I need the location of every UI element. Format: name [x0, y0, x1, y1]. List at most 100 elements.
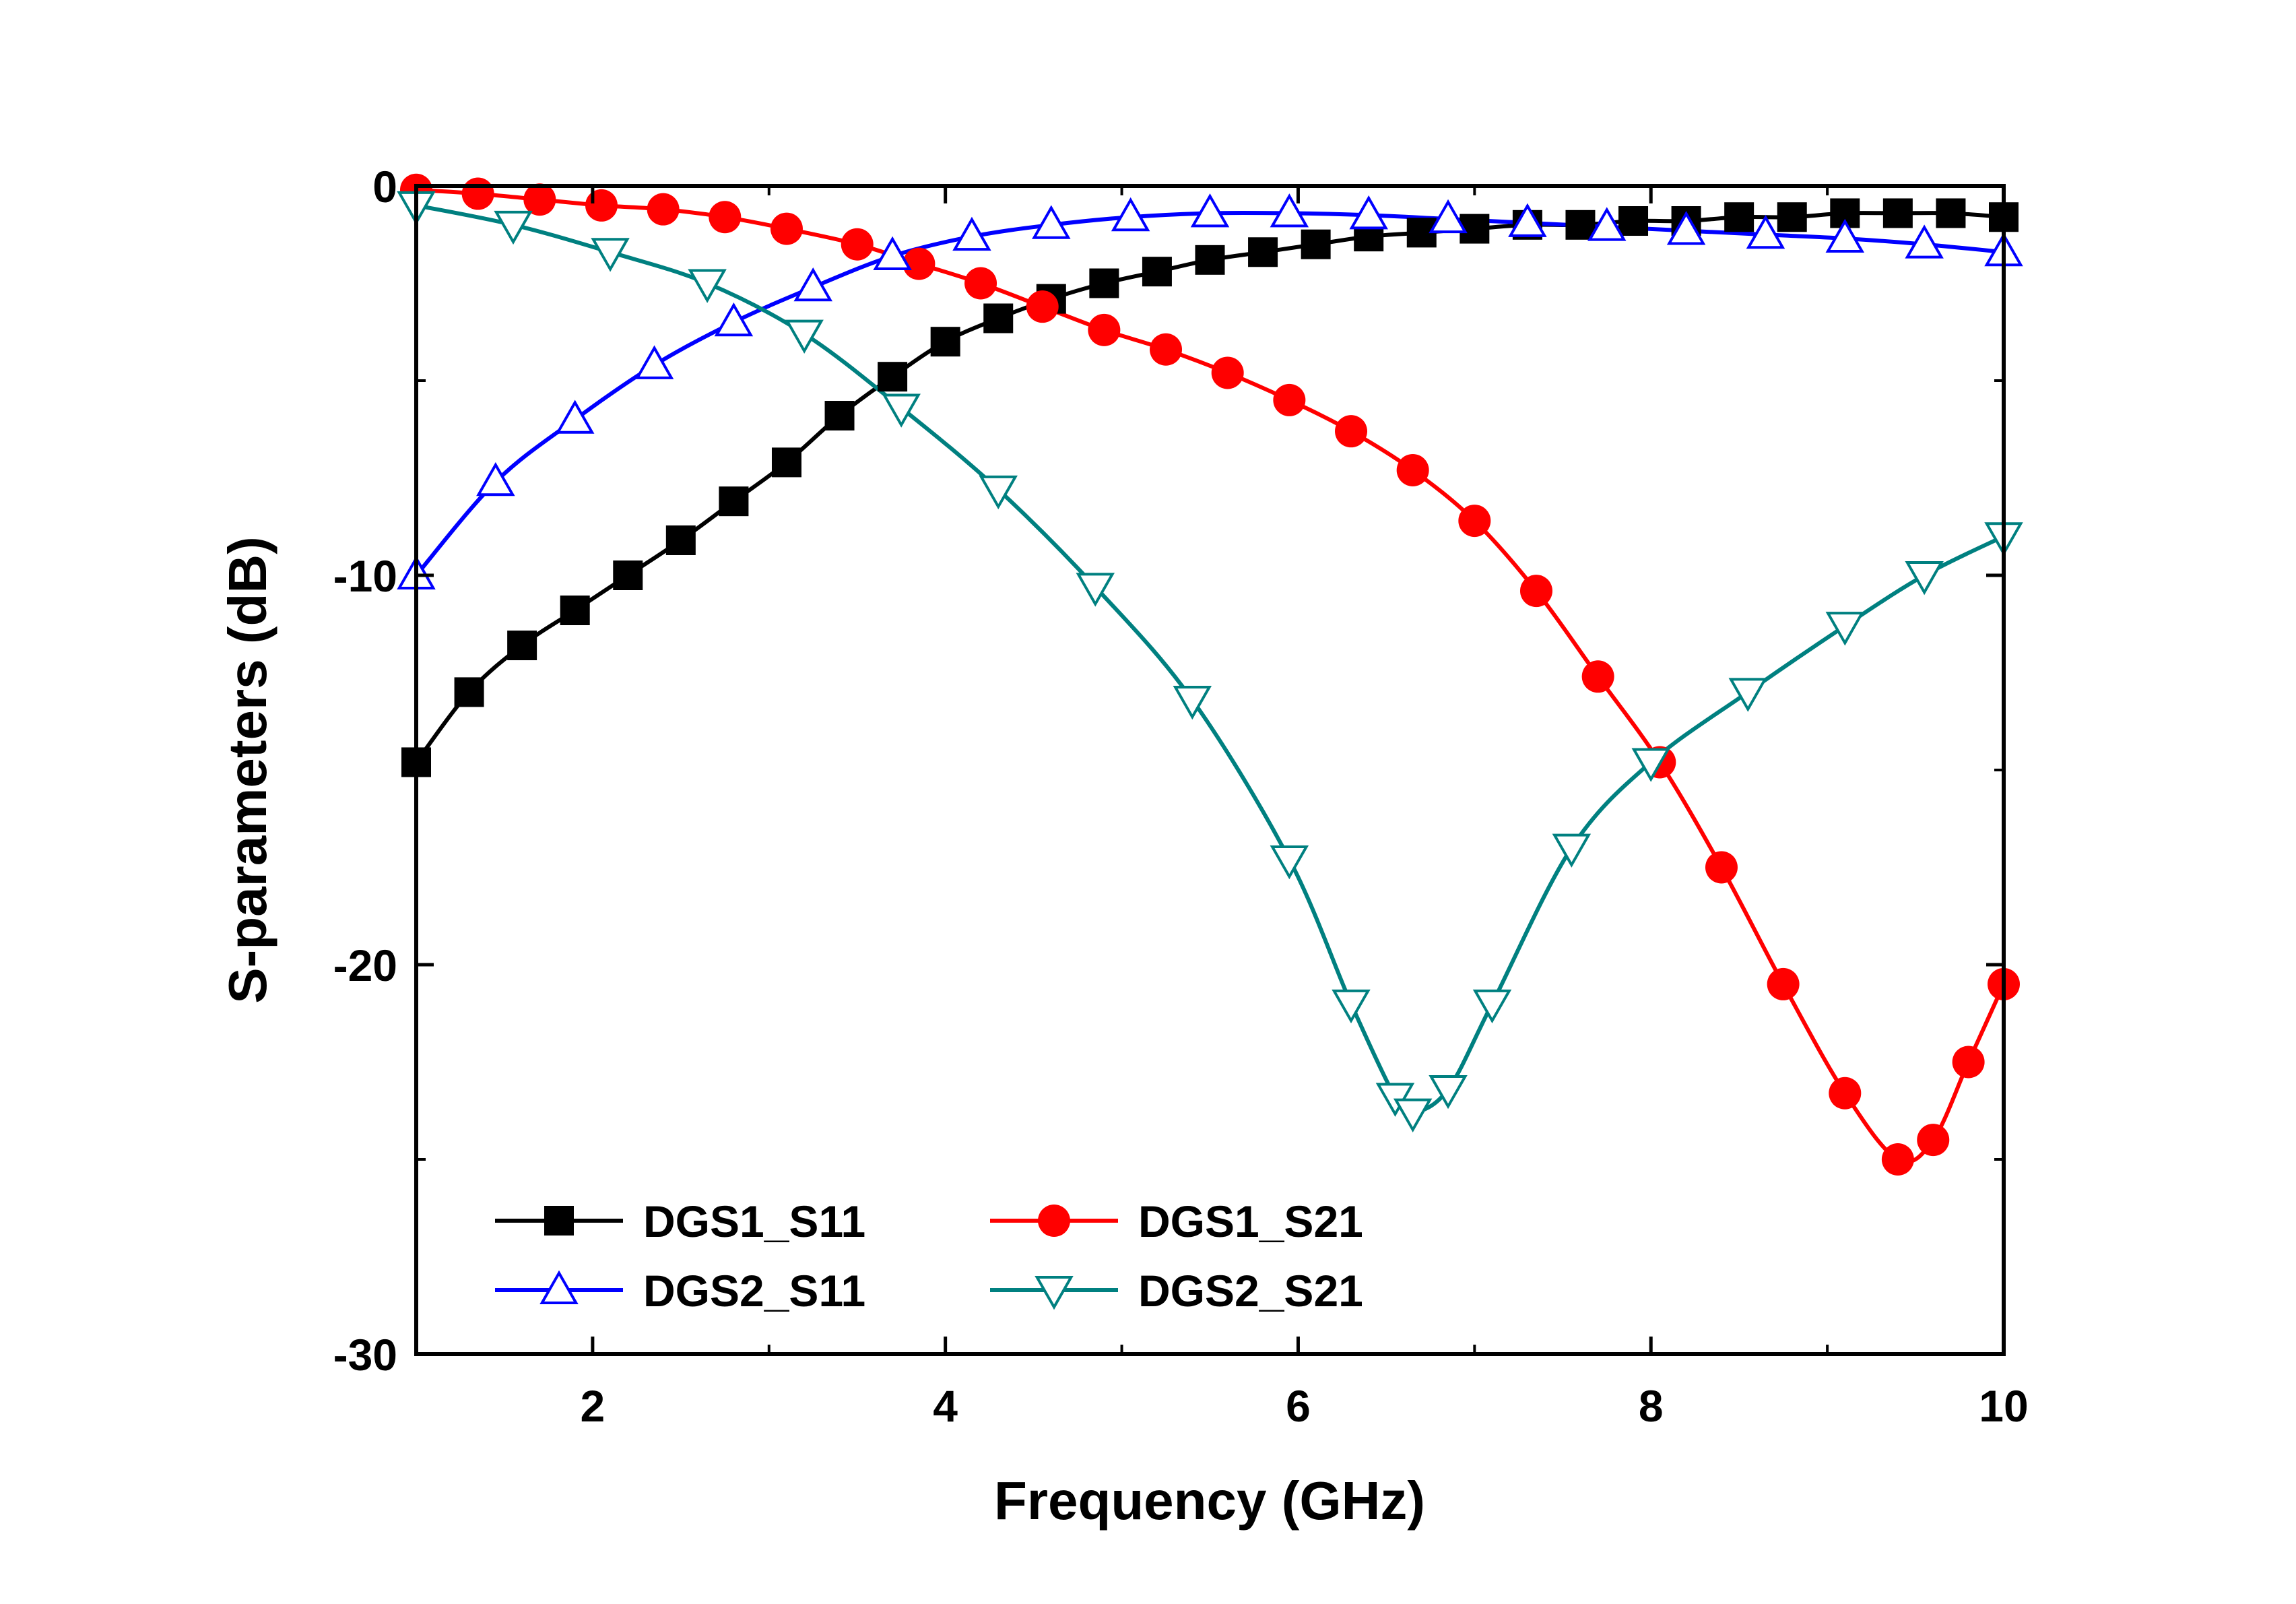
data-point-dgs2-s11-3 — [634, 345, 674, 379]
data-point-dgs1-s21-13 — [1211, 356, 1244, 389]
data-point-dgs2-s11-4 — [714, 302, 754, 337]
data-point-dgs1-s21-17 — [1458, 505, 1491, 538]
data-point-dgs1-s21-26 — [1952, 1046, 1985, 1079]
data-point-dgs1-s11-11 — [983, 303, 1014, 333]
series-line-dgs2-s21 — [416, 203, 2004, 1116]
data-point-dgs2-s21-7 — [1076, 573, 1115, 607]
data-point-dgs1-s11-28 — [1882, 198, 1913, 228]
data-point-dgs1-s11-22 — [1565, 210, 1596, 240]
axes-layer: 2 4 6 8 10 0 -10 -20 -30 — [333, 162, 2029, 1431]
data-point-dgs2-s21-4 — [785, 319, 824, 354]
data-point-dgs1-s21-23 — [1829, 1077, 1862, 1110]
data-point-dgs1-s11-3 — [560, 596, 590, 626]
y-tick-label: -20 — [333, 940, 397, 990]
data-point-dgs1-s21-3 — [585, 189, 618, 222]
data-point-dgs2-s21-13 — [1429, 1074, 1468, 1110]
data-point-dgs1-s21-11 — [1088, 313, 1121, 346]
data-point-dgs2-s11-18 — [1825, 218, 1865, 253]
data-point-dgs2-s11-6 — [873, 236, 912, 271]
data-point-dgs2-s11-10 — [1190, 193, 1230, 228]
x-tick-label: 2 — [581, 1381, 605, 1431]
data-point-dgs2-s11-17 — [1746, 214, 1785, 249]
data-point-dgs2-s11-9 — [1111, 197, 1150, 232]
marker-layer — [397, 173, 2023, 1176]
data-point-dgs1-s21-12 — [1150, 333, 1183, 366]
data-point-dgs1-s11-14 — [1142, 257, 1172, 287]
data-point-dgs1-s11-8 — [824, 401, 855, 431]
data-point-dgs1-s21-21 — [1705, 851, 1738, 884]
data-point-dgs2-s21-3 — [688, 269, 727, 303]
series-layer — [416, 187, 2004, 1164]
data-point-dgs1-s21-24 — [1881, 1143, 1914, 1176]
data-point-dgs1-s11-15 — [1195, 245, 1225, 275]
data-point-dgs1-s21-4 — [647, 193, 680, 226]
data-point-dgs2-s21-18 — [1825, 612, 1865, 646]
data-point-dgs2-s11-11 — [1270, 193, 1309, 228]
data-point-dgs1-s11-2 — [507, 631, 537, 661]
data-point-dgs1-s11-17 — [1301, 229, 1331, 259]
data-point-dgs1-s21-14 — [1273, 383, 1306, 416]
data-point-dgs2-s11-15 — [1587, 207, 1627, 241]
x-tick-label: 6 — [1286, 1381, 1311, 1431]
data-point-dgs2-s11-16 — [1666, 211, 1706, 245]
data-point-dgs2-s11-2 — [555, 399, 595, 434]
legend-marker-dgs2-s21 — [1035, 1276, 1074, 1310]
data-point-dgs2-s21-2 — [591, 238, 630, 272]
data-point-dgs1-s21-25 — [1917, 1124, 1950, 1157]
data-point-dgs1-s11-4 — [613, 560, 643, 590]
data-point-dgs2-s11-7 — [952, 216, 991, 251]
data-point-dgs1-s11-13 — [1089, 268, 1119, 298]
data-point-dgs2-s21-6 — [979, 475, 1018, 510]
data-point-dgs1-s11-26 — [1777, 202, 1807, 232]
legend-label-dgs1-s21: DGS1_S21 — [1138, 1196, 1363, 1246]
data-point-dgs2-s11-19 — [1905, 224, 1944, 259]
data-point-dgs2-s21-14 — [1472, 989, 1512, 1024]
data-point-dgs2-s21-16 — [1631, 748, 1670, 782]
data-point-dgs1-s21-2 — [523, 183, 556, 216]
data-point-dgs1-s21-19 — [1581, 660, 1614, 693]
data-point-dgs2-s21-5 — [882, 393, 921, 428]
data-point-dgs1-s11-1 — [454, 677, 484, 707]
legend-label-dgs2-s21: DGS2_S21 — [1138, 1266, 1363, 1316]
legend-label-dgs1-s11: DGS1_S11 — [643, 1196, 865, 1246]
data-point-dgs1-s21-1 — [461, 177, 494, 210]
legend-label-dgs2-s11: DGS2_S11 — [643, 1266, 865, 1316]
data-point-dgs1-s21-18 — [1519, 575, 1552, 608]
data-point-dgs2-s11-5 — [793, 267, 832, 302]
legend: DGS1_S11 DGS1_S21 DGS2_S11 DGS2_S21 — [495, 1196, 1363, 1316]
series-line-dgs1-s21 — [416, 187, 2004, 1164]
data-point-dgs1-s11-10 — [930, 327, 960, 357]
data-point-dgs2-s21-10 — [1332, 989, 1371, 1024]
data-point-dgs1-s21-9 — [964, 267, 997, 300]
data-point-dgs2-s11-13 — [1429, 199, 1468, 234]
data-point-dgs1-s11-23 — [1618, 206, 1649, 236]
y-tick-label: -30 — [333, 1330, 397, 1380]
legend-marker-dgs1-s21 — [1038, 1205, 1070, 1237]
data-point-dgs2-s21-1 — [494, 210, 533, 245]
data-point-dgs2-s11-8 — [1032, 205, 1071, 239]
x-tick-label: 10 — [1979, 1381, 2028, 1431]
x-tick-label: 4 — [933, 1381, 958, 1431]
data-point-dgs2-s11-1 — [476, 461, 515, 496]
data-point-dgs2-s21-17 — [1728, 678, 1768, 712]
data-point-dgs2-s21-12 — [1393, 1098, 1433, 1132]
legend-marker-dgs1-s11 — [544, 1206, 574, 1236]
legend-marker-dgs2-s11 — [539, 1270, 579, 1304]
y-tick-label: -10 — [333, 551, 397, 601]
data-point-dgs1-s11-5 — [665, 525, 696, 555]
data-point-dgs1-s21-6 — [770, 212, 803, 245]
data-point-dgs1-s11-25 — [1724, 202, 1754, 232]
data-point-dgs2-s21-9 — [1270, 845, 1309, 880]
data-point-dgs1-s21-10 — [1026, 290, 1059, 323]
data-point-dgs2-s21-15 — [1552, 833, 1592, 868]
data-point-dgs1-s11-29 — [1936, 198, 1966, 228]
data-point-dgs1-s11-6 — [719, 486, 749, 517]
data-point-dgs1-s11-7 — [771, 447, 801, 478]
x-axis-title: Frequency (GHz) — [994, 1471, 1425, 1531]
data-point-dgs1-s11-9 — [878, 362, 908, 392]
data-point-dgs1-s21-22 — [1767, 967, 1800, 1000]
data-point-dgs1-s21-5 — [709, 201, 742, 234]
data-point-dgs1-s21-7 — [841, 228, 874, 261]
data-point-dgs1-s21-15 — [1335, 415, 1368, 448]
